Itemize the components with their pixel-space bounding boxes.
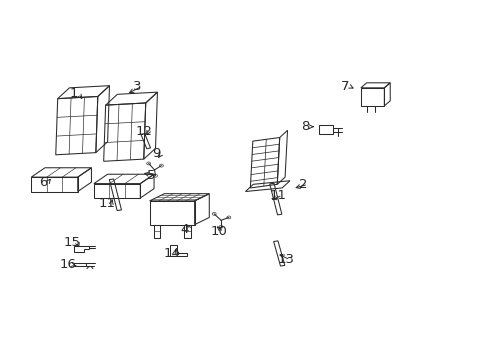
Text: 7: 7 [340,80,348,93]
Text: 1: 1 [69,87,78,100]
Bar [318,125,333,134]
Text: 11: 11 [269,189,285,202]
Text: 14: 14 [163,247,180,260]
Text: 16: 16 [60,258,77,271]
Text: 9: 9 [152,147,161,160]
Text: 8: 8 [300,120,309,133]
Text: 4: 4 [180,223,189,236]
Text: 15: 15 [64,236,81,249]
Text: 12: 12 [135,125,152,138]
Text: 3: 3 [132,80,141,93]
Text: 6: 6 [39,176,47,189]
Text: 5: 5 [147,169,156,182]
Text: 10: 10 [210,225,227,238]
Text: 13: 13 [277,253,293,266]
Text: 11: 11 [98,197,115,210]
Text: 2: 2 [298,178,307,191]
